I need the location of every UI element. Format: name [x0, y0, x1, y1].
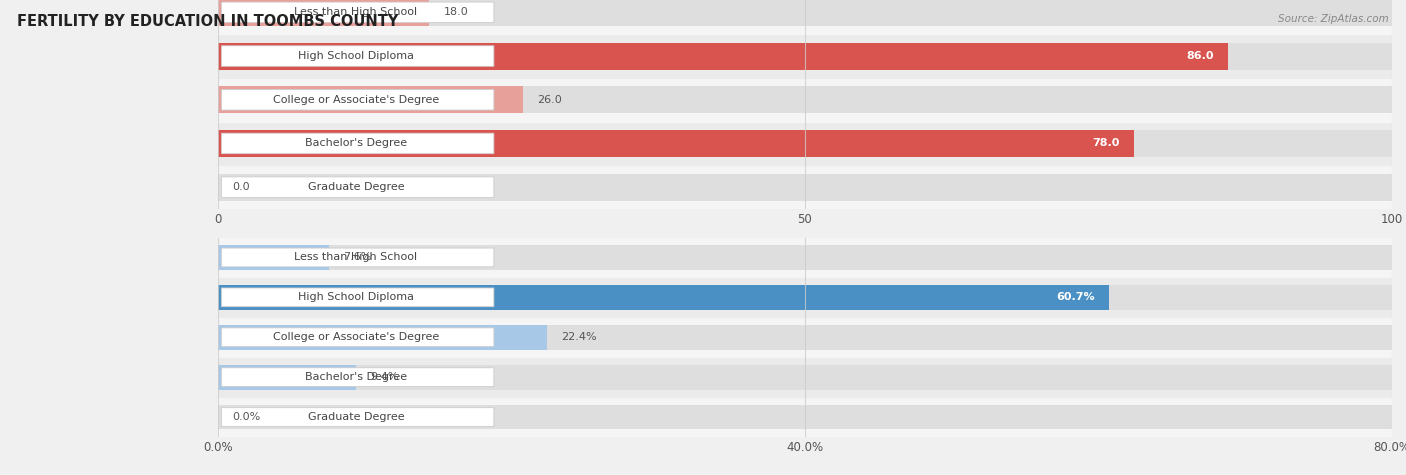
Bar — [218, 130, 1392, 157]
FancyBboxPatch shape — [221, 288, 494, 307]
Text: Less than High School: Less than High School — [294, 252, 418, 263]
Text: 86.0: 86.0 — [1187, 51, 1213, 61]
Text: Graduate Degree: Graduate Degree — [308, 412, 404, 422]
Text: 22.4%: 22.4% — [561, 332, 596, 342]
Text: Bachelor's Degree: Bachelor's Degree — [305, 138, 406, 149]
Bar — [218, 365, 356, 390]
Bar — [218, 238, 1392, 277]
Text: College or Associate's Degree: College or Associate's Degree — [273, 95, 439, 105]
Bar — [218, 325, 1392, 350]
FancyBboxPatch shape — [221, 89, 494, 110]
Bar — [218, 173, 1392, 201]
Bar — [218, 130, 1133, 157]
Bar — [218, 285, 1109, 310]
Bar — [218, 357, 1392, 397]
Bar — [218, 42, 1227, 70]
Bar — [218, 0, 1392, 34]
Text: Less than High School: Less than High School — [294, 7, 418, 18]
Text: 9.4%: 9.4% — [370, 372, 398, 382]
Bar — [218, 0, 429, 26]
Bar — [218, 285, 1392, 310]
Text: 78.0: 78.0 — [1092, 138, 1119, 149]
Bar — [218, 317, 1392, 357]
Bar — [218, 0, 1392, 26]
Text: 0.0: 0.0 — [232, 182, 250, 192]
FancyBboxPatch shape — [221, 2, 494, 23]
Bar — [218, 325, 547, 350]
FancyBboxPatch shape — [221, 328, 494, 347]
Bar — [218, 42, 1392, 70]
Bar — [218, 277, 1392, 317]
Bar — [218, 245, 1392, 270]
FancyBboxPatch shape — [221, 368, 494, 387]
Bar — [218, 86, 523, 114]
Text: 26.0: 26.0 — [537, 95, 562, 105]
FancyBboxPatch shape — [221, 408, 494, 427]
Bar — [218, 245, 329, 270]
FancyBboxPatch shape — [221, 177, 494, 198]
Text: Bachelor's Degree: Bachelor's Degree — [305, 372, 406, 382]
Text: 18.0: 18.0 — [443, 7, 468, 18]
Text: 7.6%: 7.6% — [343, 252, 373, 263]
Bar — [218, 165, 1392, 209]
Bar — [218, 78, 1392, 122]
FancyBboxPatch shape — [221, 46, 494, 66]
Text: FERTILITY BY EDUCATION IN TOOMBS COUNTY: FERTILITY BY EDUCATION IN TOOMBS COUNTY — [17, 14, 398, 29]
Text: Source: ZipAtlas.com: Source: ZipAtlas.com — [1278, 14, 1389, 24]
Bar — [218, 397, 1392, 437]
Text: 0.0%: 0.0% — [232, 412, 260, 422]
Bar — [218, 86, 1392, 114]
Text: Graduate Degree: Graduate Degree — [308, 182, 404, 192]
FancyBboxPatch shape — [221, 133, 494, 154]
Bar — [218, 405, 1392, 429]
Bar — [218, 122, 1392, 165]
Text: College or Associate's Degree: College or Associate's Degree — [273, 332, 439, 342]
Text: High School Diploma: High School Diploma — [298, 292, 413, 303]
Bar — [218, 365, 1392, 390]
Text: 60.7%: 60.7% — [1056, 292, 1095, 303]
FancyBboxPatch shape — [221, 248, 494, 267]
Bar — [218, 34, 1392, 78]
Text: High School Diploma: High School Diploma — [298, 51, 413, 61]
